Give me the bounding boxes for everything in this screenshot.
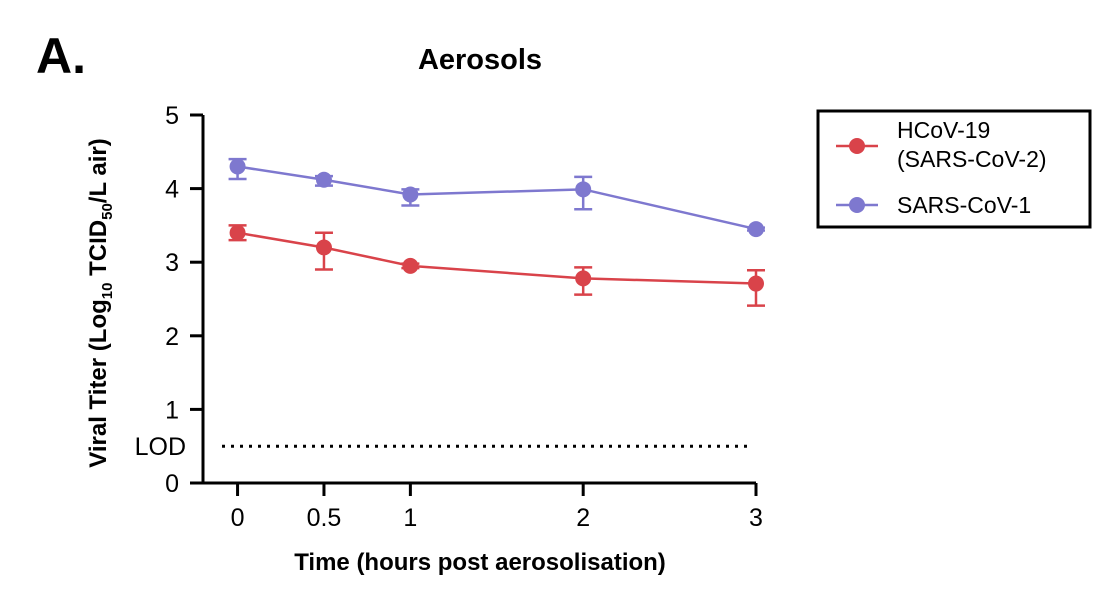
data-point	[229, 224, 246, 241]
axes: 0 1 2 3 4 5 0 0.5 1 2 3	[165, 102, 763, 532]
legend-swatch-marker	[849, 138, 865, 154]
data-point	[575, 181, 592, 198]
legend-entry-1: HCoV-19 (SARS-CoV-2)	[836, 117, 1047, 172]
legend-label: SARS-CoV-1	[897, 192, 1031, 218]
data-point	[229, 158, 246, 175]
panel-label: A.	[36, 28, 86, 84]
series-2	[228, 157, 765, 238]
data-point	[748, 221, 764, 238]
chart-title: Aerosols	[418, 44, 542, 76]
legend-swatch-marker	[849, 197, 865, 213]
data-point	[315, 239, 332, 256]
data-point	[748, 275, 764, 292]
y-tick-label: 0	[165, 470, 179, 498]
series-group	[228, 157, 765, 307]
y-axis-title: Viral Titer (Log10 TCID50/L air)	[85, 138, 116, 467]
x-tick-label: 0.5	[307, 504, 342, 532]
lod-label: LOD	[135, 433, 186, 461]
y-tick-label: 5	[165, 102, 179, 130]
series-line	[237, 231, 757, 285]
lod-group: LOD	[135, 433, 750, 461]
x-tick-label: 0	[231, 504, 245, 532]
x-tick-label: 3	[749, 504, 763, 532]
legend-label: HCoV-19	[897, 117, 990, 143]
data-point	[402, 186, 419, 203]
legend-label: (SARS-CoV-2)	[897, 146, 1047, 172]
legend: HCoV-19 (SARS-CoV-2) SARS-CoV-1	[816, 109, 1092, 229]
x-tick-label: 1	[403, 504, 417, 532]
series-1	[228, 224, 765, 307]
y-tick-label: 3	[165, 249, 179, 277]
y-tick-label: 4	[165, 176, 179, 204]
y-tick-label: 2	[165, 323, 179, 351]
legend-entry-2: SARS-CoV-1	[836, 192, 1031, 218]
x-axis-title: Time (hours post aerosolisation)	[294, 549, 666, 576]
data-point	[575, 270, 592, 287]
y-tick-label: 1	[165, 396, 179, 424]
data-point	[402, 257, 419, 274]
data-point	[315, 171, 332, 188]
x-tick-label: 2	[576, 504, 590, 532]
